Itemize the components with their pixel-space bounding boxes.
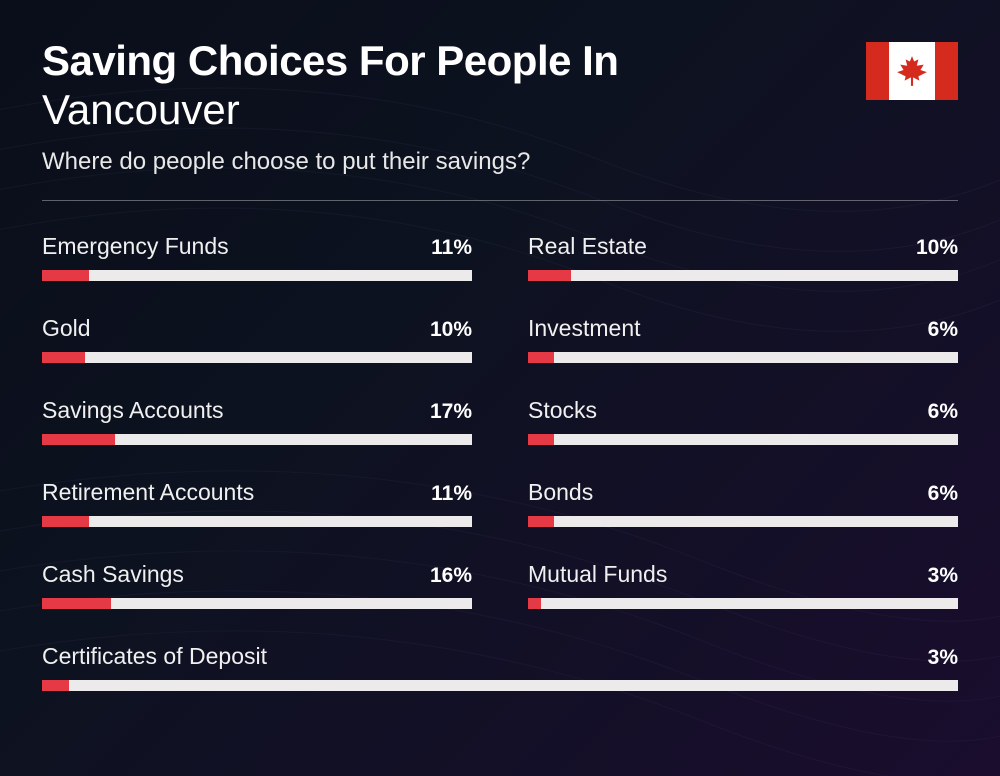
bar-fill	[528, 516, 554, 527]
maple-leaf-icon	[895, 53, 929, 89]
chart-item-head: Mutual Funds 3%	[528, 561, 958, 588]
chart-item: Mutual Funds 3%	[528, 561, 958, 609]
chart-item-label: Gold	[42, 315, 91, 342]
bar-track	[528, 352, 958, 363]
chart-item-label: Retirement Accounts	[42, 479, 254, 506]
chart-item: Stocks 6%	[528, 397, 958, 445]
chart-item-head: Real Estate 10%	[528, 233, 958, 260]
chart-item-value: 3%	[928, 646, 958, 670]
bar-track	[42, 598, 472, 609]
chart-item-label: Real Estate	[528, 233, 647, 260]
chart-item: Bonds 6%	[528, 479, 958, 527]
bar-fill	[42, 680, 69, 691]
bar-track	[528, 598, 958, 609]
chart-item-value: 10%	[916, 236, 958, 260]
bar-track	[42, 270, 472, 281]
chart-item-head: Bonds 6%	[528, 479, 958, 506]
infographic-container: Saving Choices For People In Vancouver W…	[0, 0, 1000, 729]
chart-item-head: Emergency Funds 11%	[42, 233, 472, 260]
chart-item-value: 6%	[928, 482, 958, 506]
title-block: Saving Choices For People In Vancouver W…	[42, 38, 866, 176]
bar-fill	[528, 434, 554, 445]
chart-item-value: 11%	[431, 236, 472, 260]
chart-item-head: Savings Accounts 17%	[42, 397, 472, 424]
bar-track	[42, 352, 472, 363]
chart-item-value: 11%	[431, 482, 472, 506]
header: Saving Choices For People In Vancouver W…	[42, 38, 958, 176]
title-main: Saving Choices For People In	[42, 38, 866, 84]
chart-item-head: Cash Savings 16%	[42, 561, 472, 588]
bar-track	[42, 516, 472, 527]
chart-item: Savings Accounts 17%	[42, 397, 472, 445]
chart-item: Emergency Funds 11%	[42, 233, 472, 281]
chart-item: Investment 6%	[528, 315, 958, 363]
chart-item-value: 6%	[928, 318, 958, 342]
chart-grid: Emergency Funds 11% Real Estate 10% Gold 10% I…	[42, 233, 958, 691]
bar-fill	[42, 516, 89, 527]
chart-item-head: Stocks 6%	[528, 397, 958, 424]
bar-track	[42, 680, 958, 691]
bar-fill	[42, 352, 85, 363]
chart-item-value: 16%	[430, 564, 472, 588]
chart-item-label: Certificates of Deposit	[42, 643, 267, 670]
bar-track	[528, 516, 958, 527]
subtitle: Where do people choose to put their savi…	[42, 148, 866, 176]
chart-item-value: 6%	[928, 400, 958, 424]
bar-fill	[528, 270, 571, 281]
chart-item-label: Cash Savings	[42, 561, 184, 588]
chart-item-value: 10%	[430, 318, 472, 342]
bar-fill	[528, 352, 554, 363]
chart-item: Gold 10%	[42, 315, 472, 363]
divider	[42, 200, 958, 201]
title-city: Vancouver	[42, 86, 866, 134]
chart-item-head: Retirement Accounts 11%	[42, 479, 472, 506]
chart-item-value: 17%	[430, 400, 472, 424]
chart-item: Real Estate 10%	[528, 233, 958, 281]
chart-item-label: Savings Accounts	[42, 397, 224, 424]
bar-track	[528, 270, 958, 281]
chart-item: Certificates of Deposit 3%	[42, 643, 958, 691]
bar-fill	[42, 598, 111, 609]
bar-fill	[528, 598, 541, 609]
chart-item-value: 3%	[928, 564, 958, 588]
bar-fill	[42, 270, 89, 281]
chart-item-head: Certificates of Deposit 3%	[42, 643, 958, 670]
chart-item-label: Emergency Funds	[42, 233, 229, 260]
chart-item-label: Investment	[528, 315, 641, 342]
chart-item-label: Stocks	[528, 397, 597, 424]
bar-track	[42, 434, 472, 445]
chart-item: Retirement Accounts 11%	[42, 479, 472, 527]
canada-flag-icon	[866, 42, 958, 100]
chart-item-head: Investment 6%	[528, 315, 958, 342]
chart-item-head: Gold 10%	[42, 315, 472, 342]
bar-track	[528, 434, 958, 445]
chart-item: Cash Savings 16%	[42, 561, 472, 609]
chart-item-label: Mutual Funds	[528, 561, 667, 588]
chart-item-label: Bonds	[528, 479, 593, 506]
bar-fill	[42, 434, 115, 445]
